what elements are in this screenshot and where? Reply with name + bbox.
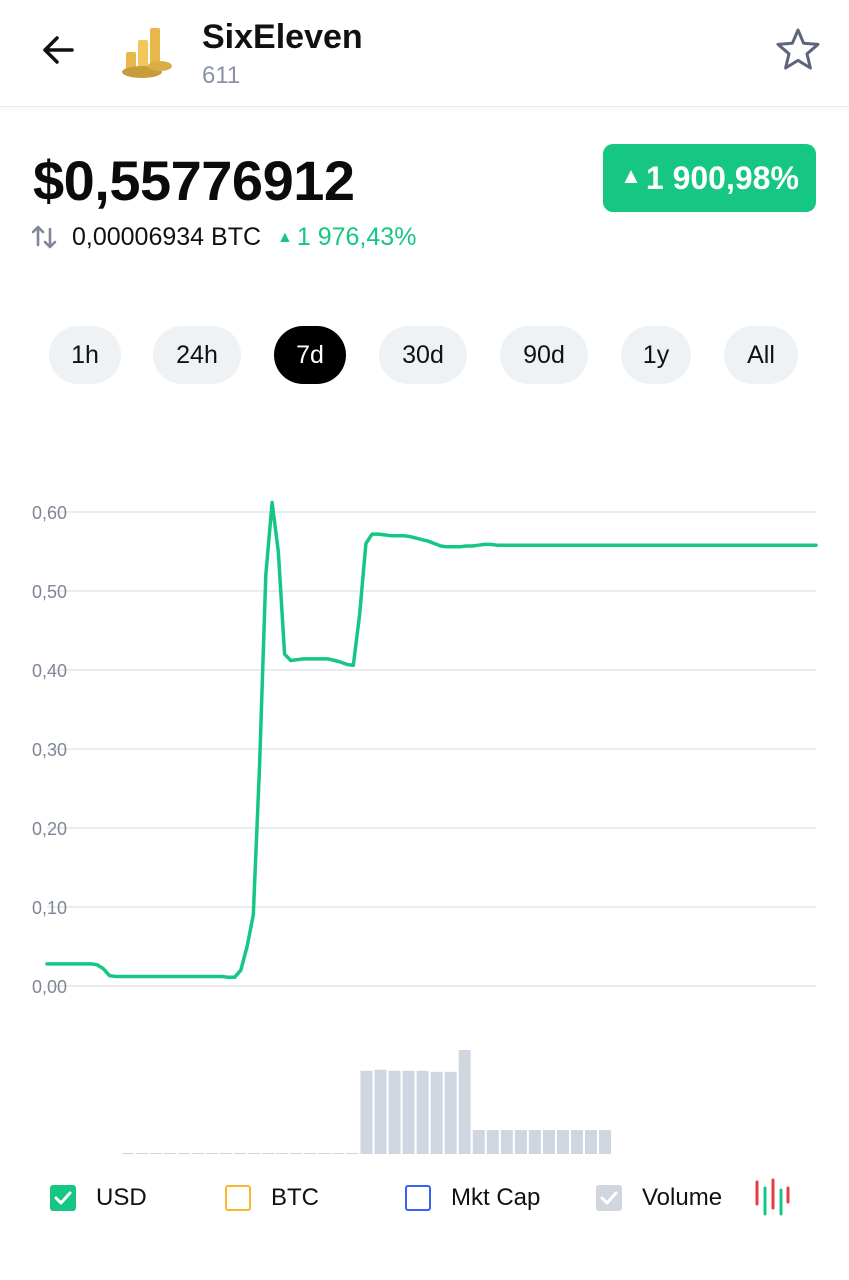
range-tab-1y[interactable]: 1y: [621, 326, 691, 384]
legend-btc[interactable]: BTC: [225, 1178, 319, 1218]
y-tick-label: 0,20: [32, 819, 67, 839]
range-tab-label: 90d: [523, 340, 565, 369]
range-tab-label: All: [747, 340, 775, 369]
checkbox-empty-icon: [405, 1185, 431, 1211]
price-line-usd: [45, 500, 818, 980]
volume-bar: [290, 1152, 303, 1154]
volume-bar: [248, 1152, 261, 1154]
volume-bar: [472, 1130, 485, 1154]
volume-bar: [276, 1152, 289, 1154]
range-tab-label: 24h: [176, 340, 218, 369]
legend-label: Mkt Cap: [451, 1184, 541, 1211]
y-tick-label: 0,30: [32, 740, 67, 760]
btc-change-percent: 1 976,43%: [296, 222, 417, 251]
legend-mkt-cap[interactable]: Mkt Cap: [405, 1178, 540, 1218]
range-tab-label: 7d: [296, 340, 324, 369]
usd-price: $0,55776912: [33, 149, 355, 212]
range-tab-1h[interactable]: 1h: [49, 326, 121, 384]
price-change-badge: ▲ 1 900,98%: [603, 144, 816, 212]
volume-bar: [542, 1130, 555, 1154]
back-button[interactable]: [36, 28, 80, 72]
y-tick-label: 0,50: [32, 582, 67, 602]
volume-bar: [304, 1153, 317, 1154]
range-tab-24h[interactable]: 24h: [153, 326, 241, 384]
volume-bar: [500, 1130, 513, 1154]
volume-bar: [458, 1050, 471, 1154]
legend-label: USD: [96, 1184, 147, 1211]
star-outline-icon: [776, 28, 820, 70]
volume-bar: [388, 1070, 401, 1154]
volume-bar: [262, 1152, 275, 1154]
volume-bar: [178, 1153, 191, 1154]
legend-label: Volume: [642, 1184, 723, 1211]
volume-bar: [599, 1130, 612, 1154]
y-tick-label: 0,40: [32, 661, 67, 681]
volume-bar: [192, 1152, 205, 1154]
y-tick-label: 0,00: [32, 977, 67, 997]
range-tab-label: 1y: [642, 340, 670, 369]
checkbox-checked-icon: [596, 1185, 622, 1211]
candlestick-icon[interactable]: [752, 1178, 792, 1218]
triangle-up-icon: ▲: [620, 163, 642, 188]
range-tab-7d[interactable]: 7d: [274, 326, 346, 384]
legend-label: BTC: [271, 1184, 319, 1211]
arrow-left-icon: [43, 36, 74, 64]
volume-bar: [220, 1152, 233, 1154]
range-tab-label: 1h: [71, 340, 99, 369]
volume-bar: [584, 1130, 597, 1154]
legend-usd[interactable]: USD: [50, 1178, 147, 1218]
volume-bar: [206, 1152, 219, 1154]
triangle-up-icon: ▲: [277, 228, 293, 246]
btc-price: 0,00006934 BTC: [72, 222, 262, 251]
volume-bar: [444, 1071, 457, 1154]
coin-logo: [120, 22, 176, 80]
checkbox-empty-icon: [225, 1185, 251, 1211]
volume-bar: [234, 1152, 247, 1154]
range-tab-90d[interactable]: 90d: [500, 326, 588, 384]
swap-arrows-icon: [31, 225, 57, 249]
range-tab-30d[interactable]: 30d: [379, 326, 467, 384]
legend-volume[interactable]: Volume: [596, 1178, 722, 1218]
volume-bar: [430, 1071, 443, 1154]
volume-bar: [374, 1069, 387, 1154]
volume-bar: [570, 1130, 583, 1154]
volume-bar: [346, 1152, 359, 1154]
y-tick-label: 0,60: [32, 503, 67, 523]
volume-bar: [318, 1153, 331, 1154]
checkbox-checked-icon: [50, 1185, 76, 1211]
app-header: SixEleven 611: [0, 0, 849, 107]
y-tick-label: 0,10: [32, 898, 67, 918]
volume-bar: [402, 1070, 415, 1154]
volume-bar: [556, 1130, 569, 1154]
volume-bar: [332, 1153, 345, 1154]
range-tab-all[interactable]: All: [724, 326, 798, 384]
watchlist-star-button[interactable]: [772, 24, 824, 76]
volume-bar: [514, 1130, 527, 1154]
volume-bar: [360, 1070, 373, 1154]
range-tab-label: 30d: [402, 340, 444, 369]
volume-bar: [486, 1130, 499, 1154]
volume-bar: [416, 1070, 429, 1154]
volume-bar: [150, 1153, 163, 1154]
btc-change: ▲ 1 976,43%: [277, 223, 416, 252]
volume-bar: [136, 1153, 149, 1154]
price-change-percent: 1 900,98%: [645, 159, 799, 196]
coin-name: SixEleven: [202, 18, 363, 56]
volume-bar: [164, 1153, 177, 1154]
price-chart[interactable]: 0,60 0,50 0,40 0,30 0,20 0,10 0,00: [0, 470, 849, 1170]
coin-symbol: 611: [202, 62, 241, 89]
btc-price-row: 0,00006934 BTC ▲ 1 976,43%: [30, 220, 416, 254]
volume-bar: [528, 1130, 541, 1154]
volume-bar: [122, 1153, 134, 1154]
